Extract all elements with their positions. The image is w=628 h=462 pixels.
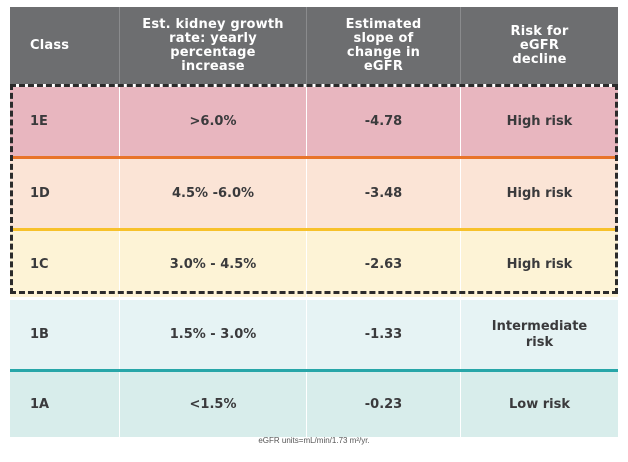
cell-class: 1C	[10, 231, 120, 297]
separator-teal	[10, 369, 618, 372]
table-row-1b: 1B 1.5% - 3.0% -1.33 Intermediate risk	[10, 300, 618, 369]
table-header-row: Class Est. kidney growth rate: yearly pe…	[10, 7, 618, 84]
cell-class: 1E	[10, 87, 120, 156]
table-row-1d: 1D 4.5% -6.0% -3.48 High risk	[10, 159, 618, 228]
header-risk: Risk for eGFR decline	[510, 23, 569, 67]
header-growth-rate: Est. kidney growth rate: yearly percenta…	[120, 7, 307, 84]
cell-risk: Low risk	[508, 397, 570, 412]
separator-yellow	[10, 228, 618, 231]
cell-slope: -1.33	[307, 300, 461, 369]
table-row-1a: 1A <1.5% -0.23 Low risk	[10, 372, 618, 437]
cell-growth: 4.5% -6.0%	[120, 159, 307, 228]
header-egfr-slope: Estimated slope of change in eGFR	[307, 7, 461, 84]
cell-risk: High risk	[506, 114, 573, 129]
cell-slope: -0.23	[307, 372, 461, 437]
separator-orange	[10, 156, 618, 159]
cell-growth: <1.5%	[120, 372, 307, 437]
table-row-1e: 1E >6.0% -4.78 High risk	[10, 87, 618, 156]
header-class: Class	[10, 7, 120, 84]
cell-risk: High risk	[506, 186, 573, 201]
cell-growth: 3.0% - 4.5%	[120, 231, 307, 297]
cell-growth: >6.0%	[120, 87, 307, 156]
cell-class: 1A	[10, 372, 120, 437]
cell-class: 1D	[10, 159, 120, 228]
table-row-1c: 1C 3.0% - 4.5% -2.63 High risk	[10, 231, 618, 297]
cell-slope: -2.63	[307, 231, 461, 297]
risk-classification-table: Class Est. kidney growth rate: yearly pe…	[10, 7, 618, 437]
cell-risk: Intermediate risk	[491, 318, 588, 350]
cell-growth: 1.5% - 3.0%	[120, 300, 307, 369]
units-footnote: eGFR units=mL/min/1.73 m²/yr.	[258, 436, 370, 445]
cell-risk: High risk	[506, 256, 573, 272]
cell-slope: -3.48	[307, 159, 461, 228]
cell-class: 1B	[10, 300, 120, 369]
cell-slope: -4.78	[307, 87, 461, 156]
